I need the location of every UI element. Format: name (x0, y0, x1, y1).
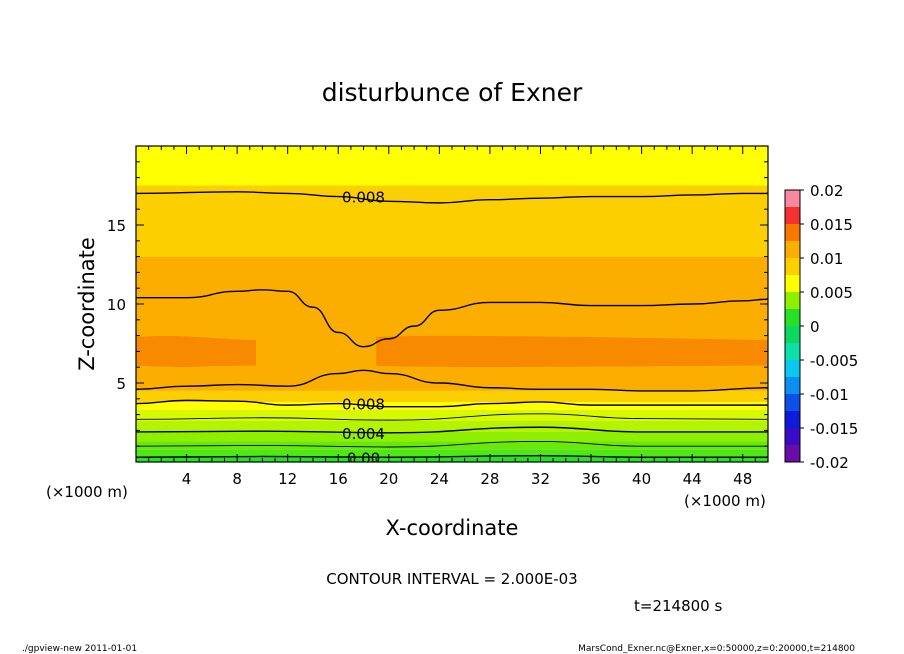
contour-line-1 (136, 441, 768, 448)
colorbar-segment-0 (785, 445, 800, 462)
colorbar-segment-11 (785, 258, 800, 275)
colorbar-tick-label-8: -0.02 (810, 454, 849, 472)
x-tick-label-48: 48 (733, 470, 752, 488)
x-tick-label-8: 8 (232, 470, 242, 488)
x-tick-label-44: 44 (683, 470, 702, 488)
contour-line-4 (136, 399, 768, 408)
colorbar-tick-label-0: 0.02 (810, 182, 843, 200)
x-unit-left: (×1000 m) (46, 483, 128, 501)
field-band-1 (136, 449, 768, 457)
colorbar-tick-label-5: -0.005 (810, 352, 858, 370)
x-axis-ticks: 4 8 12 16 20 24 28 32 36 40 44 48 (148, 146, 756, 488)
colorbar-tick-label-4: 0 (810, 318, 820, 336)
colorbar-segment-1 (785, 428, 800, 445)
x-tick-label-20: 20 (379, 470, 398, 488)
x-tick-label-24: 24 (430, 470, 449, 488)
y-tick-label-10: 10 (107, 296, 126, 314)
x-tick-label-32: 32 (531, 470, 550, 488)
colorbar-tick-labels: 0.02 0.015 0.01 0.005 0 -0.005 -0.01 -0.015 -0.0… (800, 182, 858, 472)
colorbar-tick-label-2: 0.01 (810, 250, 843, 268)
colorbar-segment-3 (785, 394, 800, 411)
colorbar-tick-label-1: 0.015 (810, 216, 853, 234)
x-tick-label-36: 36 (581, 470, 600, 488)
colorbar-segment-5 (785, 360, 800, 377)
colorbar-segment-4 (785, 377, 800, 394)
colorbar-segment-10 (785, 275, 800, 292)
contour-label-2: 0.004 (342, 425, 385, 443)
y-axis-label: Z-coordinate (75, 237, 99, 371)
colorbar-segment-14 (785, 207, 800, 224)
chart-title: disturbunce of Exner (322, 78, 583, 107)
colorbar-segment-2 (785, 411, 800, 428)
field-max-region-0 (136, 335, 257, 367)
colorbar (784, 189, 801, 463)
colorbar-segment-6 (785, 343, 800, 360)
y-axis-ticks: 5 10 15 (107, 161, 768, 447)
colorbar-segment-12 (785, 241, 800, 258)
field-band-7 (136, 390, 768, 402)
contour-label-4: 0.008 (342, 396, 385, 414)
field-max-region-1 (376, 335, 768, 367)
colorbar-segment-13 (785, 224, 800, 241)
contour-interval-note: CONTOUR INTERVAL = 2.000E-03 (326, 570, 577, 588)
x-tick-label-12: 12 (278, 470, 297, 488)
x-tick-label-4: 4 (182, 470, 192, 488)
field-bands (136, 146, 768, 462)
x-tick-label-28: 28 (480, 470, 499, 488)
field-band-9 (136, 185, 768, 257)
x-tick-label-16: 16 (329, 470, 348, 488)
field-band-5 (136, 409, 768, 421)
field-band-8 (136, 256, 768, 391)
contour-line-3 (136, 413, 768, 421)
colorbar-segment-7 (785, 326, 800, 343)
field-band-10 (136, 146, 768, 186)
footer-right: MarsCond_Exner.nc@Exner,x=0:50000,z=0:20… (578, 644, 855, 654)
time-note: t=214800 s (634, 597, 722, 615)
contour-line-5 (136, 369, 768, 392)
y-tick-label-5: 5 (116, 375, 126, 393)
contour-lines: 0.00 0.004 0.008 0.008 (136, 189, 768, 467)
x-tick-label-40: 40 (632, 470, 651, 488)
contour-line-2 (136, 426, 768, 434)
colorbar-segment-8 (785, 309, 800, 326)
contour-line-0 (136, 454, 768, 458)
field-band-4 (136, 420, 768, 432)
colorbar-tick-label-3: 0.005 (810, 284, 853, 302)
contour-label-0: 0.00 (347, 449, 380, 467)
contour-line-6 (136, 289, 768, 348)
field-band-3 (136, 431, 768, 442)
contour-label-7: 0.008 (342, 189, 385, 207)
footer-left: ./gpview-new 2011-01-01 (22, 644, 137, 654)
x-unit-right: (×1000 m) (684, 492, 766, 510)
colorbar-segment-9 (785, 292, 800, 309)
contour-line-7 (136, 191, 768, 204)
colorbar-segment-15 (785, 190, 800, 207)
y-tick-label-15: 15 (107, 217, 126, 235)
colorbar-tick-label-7: -0.015 (810, 420, 858, 438)
x-axis-label: X-coordinate (386, 516, 519, 540)
colorbar-tick-label-6: -0.01 (810, 386, 849, 404)
